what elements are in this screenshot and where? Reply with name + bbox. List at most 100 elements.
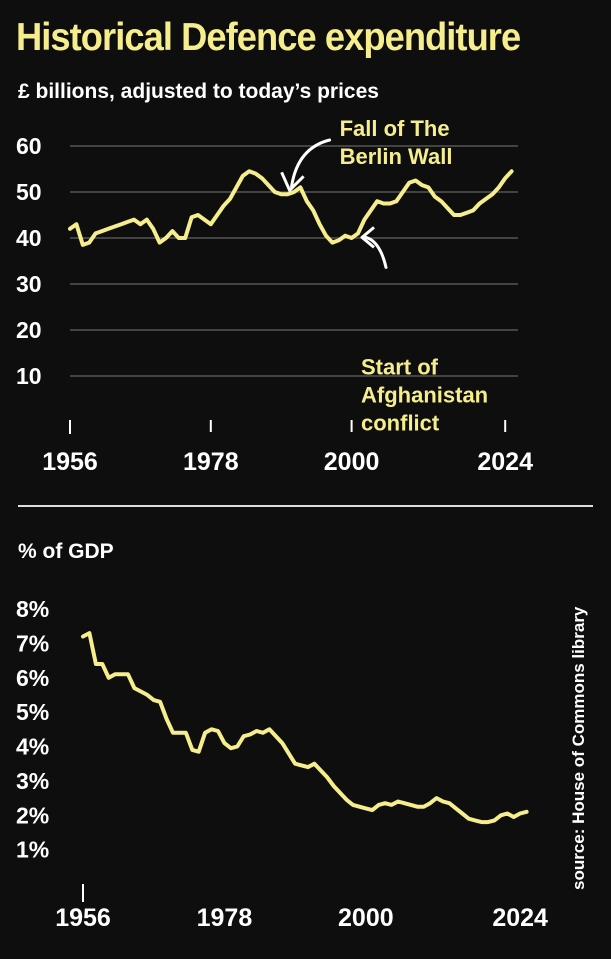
data-point xyxy=(216,213,219,217)
data-point xyxy=(401,190,404,194)
data-point xyxy=(512,815,515,819)
data-point xyxy=(261,731,265,734)
chart-1-subtitle: £ billions, adjusted to today’s prices xyxy=(18,80,379,103)
data-point xyxy=(428,802,432,805)
data-point xyxy=(326,776,329,779)
data-point xyxy=(478,202,481,205)
y-tick-label: 7% xyxy=(16,630,49,656)
data-point xyxy=(113,673,117,676)
data-point xyxy=(132,218,136,221)
data-point xyxy=(390,803,393,807)
data-point xyxy=(363,218,366,221)
data-point xyxy=(126,220,129,224)
x-tick-label: 2024 xyxy=(492,904,548,932)
x-tick-label: 1978 xyxy=(197,904,253,932)
data-point xyxy=(440,200,443,203)
data-point xyxy=(300,764,303,767)
data-point xyxy=(216,729,220,733)
data-point xyxy=(209,223,212,226)
y-tick-label: 60 xyxy=(16,133,42,159)
data-point xyxy=(459,213,462,217)
data-point xyxy=(427,186,430,189)
data-point xyxy=(164,236,168,240)
data-point xyxy=(312,209,315,212)
data-point xyxy=(441,800,445,803)
data-point xyxy=(467,817,470,820)
annotation-afghanistan: Afghanistan xyxy=(361,382,488,407)
data-point xyxy=(518,812,522,815)
annotation-berlin-wall: Fall of The xyxy=(340,116,450,141)
data-point xyxy=(305,200,308,203)
data-point xyxy=(254,172,257,175)
data-point xyxy=(68,227,72,230)
data-point xyxy=(484,197,488,201)
data-point xyxy=(184,236,187,240)
data-point xyxy=(499,814,503,817)
data-point xyxy=(229,747,233,750)
data-point xyxy=(433,195,436,198)
data-point xyxy=(223,741,226,745)
data-point xyxy=(158,700,162,704)
data-point xyxy=(465,211,468,214)
data-point xyxy=(287,752,290,755)
data-point xyxy=(100,229,104,233)
y-tick-label: 1% xyxy=(16,837,49,863)
data-point xyxy=(332,784,335,788)
data-point xyxy=(152,227,155,230)
data-point xyxy=(506,812,509,815)
data-point xyxy=(446,206,449,210)
data-point xyxy=(203,731,207,734)
data-point xyxy=(358,805,361,808)
series-line-0 xyxy=(68,169,514,247)
data-point xyxy=(255,729,258,733)
annotation-afghanistan: conflict xyxy=(361,410,440,435)
data-point xyxy=(292,190,296,194)
data-point xyxy=(171,731,175,734)
data-point xyxy=(313,762,316,765)
x-tick-label: 1978 xyxy=(183,448,239,476)
y-tick-label: 4% xyxy=(16,734,49,760)
data-point xyxy=(369,209,372,212)
data-point xyxy=(486,820,490,824)
data-point xyxy=(364,807,368,810)
data-point xyxy=(75,223,78,226)
x-tick-label: 2000 xyxy=(338,904,394,932)
data-point xyxy=(435,796,438,800)
data-point xyxy=(145,218,148,221)
data-point xyxy=(281,741,284,745)
y-tick-label: 20 xyxy=(16,317,42,343)
data-point xyxy=(350,236,353,240)
data-point xyxy=(101,662,104,666)
data-point xyxy=(480,820,483,824)
data-point xyxy=(152,698,155,702)
data-point xyxy=(420,183,424,187)
data-point xyxy=(504,177,507,180)
y-tick-label: 30 xyxy=(16,271,42,297)
data-point xyxy=(248,733,252,736)
data-point xyxy=(158,241,161,244)
data-point xyxy=(196,213,200,217)
data-point xyxy=(88,241,91,244)
data-point xyxy=(210,728,213,731)
data-point xyxy=(377,803,380,807)
data-point xyxy=(235,186,238,189)
data-point xyxy=(422,805,425,808)
chart-2-subtitle: % of GDP xyxy=(18,540,114,563)
x-tick-label: 2000 xyxy=(324,448,380,476)
data-point xyxy=(171,229,174,233)
annotation-arrow-berlin xyxy=(290,138,332,188)
data-point xyxy=(242,734,245,738)
data-point xyxy=(371,808,374,812)
y-tick-label: 8% xyxy=(16,596,49,622)
annotation-arrowhead-berlin xyxy=(280,171,305,192)
data-point xyxy=(383,802,387,805)
data-point xyxy=(525,810,528,814)
data-point xyxy=(356,232,360,235)
data-point xyxy=(94,232,97,235)
data-point xyxy=(190,216,193,219)
data-point xyxy=(382,202,385,205)
data-point xyxy=(120,223,123,226)
data-point xyxy=(396,800,400,803)
